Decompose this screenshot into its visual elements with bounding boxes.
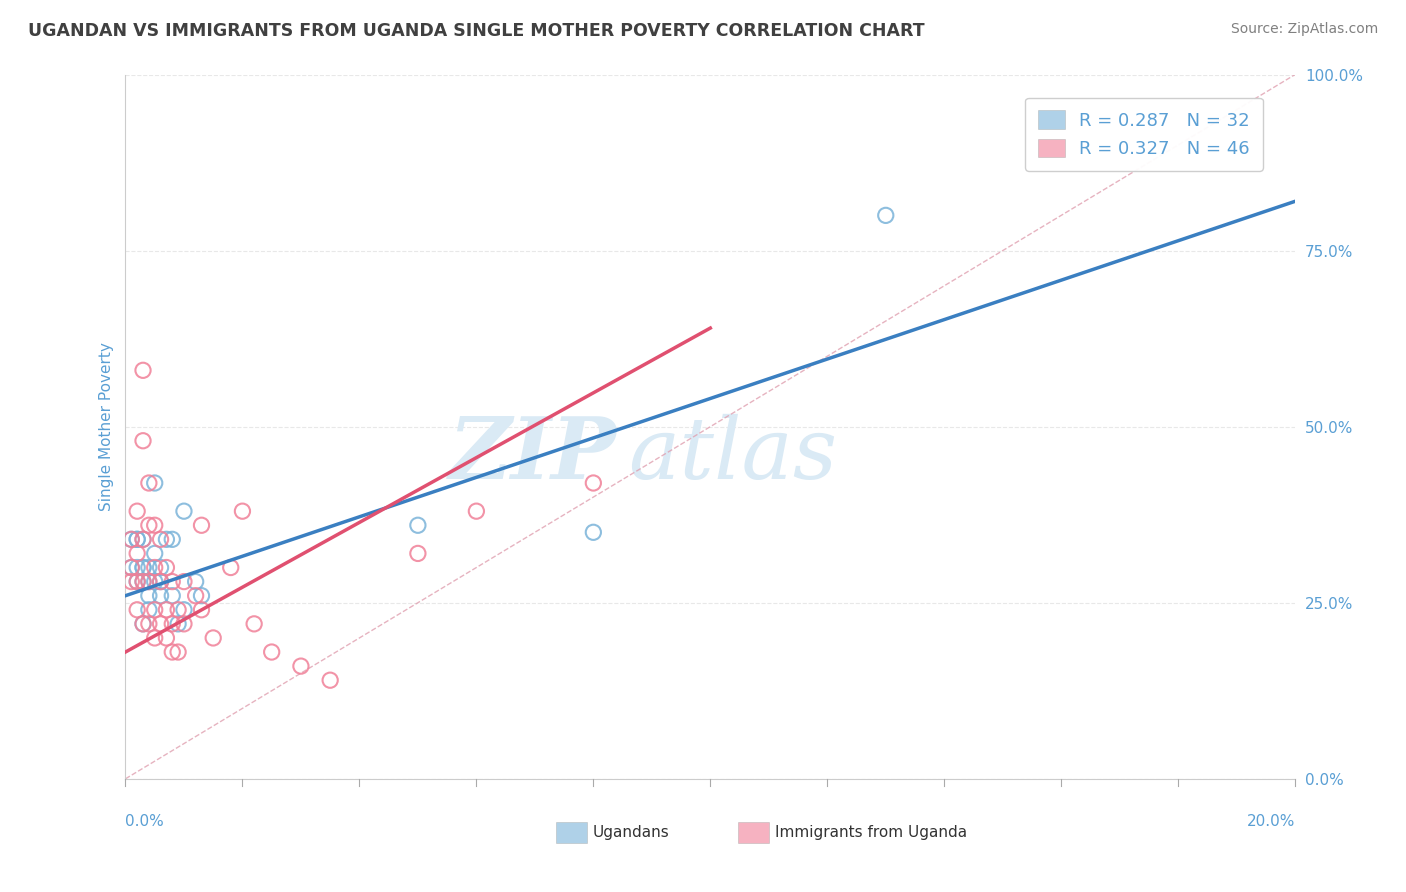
Point xyxy=(132,574,155,589)
Text: UGANDAN VS IMMIGRANTS FROM UGANDA SINGLE MOTHER POVERTY CORRELATION CHART: UGANDAN VS IMMIGRANTS FROM UGANDA SINGLE… xyxy=(28,22,925,40)
Point xyxy=(143,518,166,533)
Point xyxy=(173,574,195,589)
Point xyxy=(260,645,283,659)
Point xyxy=(155,560,177,574)
Point xyxy=(162,616,184,631)
Point xyxy=(406,546,429,560)
Point xyxy=(184,589,207,603)
Point xyxy=(127,574,149,589)
Point xyxy=(143,603,166,617)
Point xyxy=(319,673,342,688)
Point xyxy=(143,560,166,574)
Point xyxy=(132,616,155,631)
Point xyxy=(190,518,212,533)
Point xyxy=(127,546,149,560)
Point xyxy=(406,518,429,533)
Point xyxy=(149,560,172,574)
Point xyxy=(138,560,160,574)
Point xyxy=(120,560,142,574)
Point xyxy=(143,546,166,560)
Point xyxy=(132,434,155,448)
Point xyxy=(138,589,160,603)
Point xyxy=(167,603,190,617)
Point xyxy=(127,560,149,574)
Point xyxy=(162,574,184,589)
Point xyxy=(582,475,605,490)
Point xyxy=(155,631,177,645)
Point xyxy=(138,616,160,631)
Text: 0.0%: 0.0% xyxy=(125,814,165,830)
Text: Immigrants from Uganda: Immigrants from Uganda xyxy=(775,825,967,840)
Point xyxy=(138,518,160,533)
Text: Ugandans: Ugandans xyxy=(592,825,669,840)
Point xyxy=(173,504,195,518)
Point xyxy=(149,574,172,589)
Point xyxy=(167,616,190,631)
Point xyxy=(582,525,605,540)
Point xyxy=(132,533,155,547)
Point xyxy=(138,574,160,589)
Point xyxy=(290,659,312,673)
Point xyxy=(143,574,166,589)
Text: 20.0%: 20.0% xyxy=(1247,814,1295,830)
Point xyxy=(202,631,225,645)
Point xyxy=(190,589,212,603)
Y-axis label: Single Mother Poverty: Single Mother Poverty xyxy=(100,343,114,511)
Point xyxy=(132,363,155,377)
Legend: R = 0.287   N = 32, R = 0.327   N = 46: R = 0.287 N = 32, R = 0.327 N = 46 xyxy=(1025,97,1263,170)
Point xyxy=(465,504,488,518)
Point xyxy=(155,603,177,617)
Point xyxy=(149,589,172,603)
Point xyxy=(138,603,160,617)
Point xyxy=(219,560,242,574)
Point xyxy=(127,533,149,547)
Point xyxy=(120,560,142,574)
Point xyxy=(138,574,160,589)
Point xyxy=(132,574,155,589)
Point xyxy=(127,504,149,518)
Point xyxy=(162,533,184,547)
Point xyxy=(132,533,155,547)
Point xyxy=(173,616,195,631)
Point xyxy=(875,208,897,222)
Point xyxy=(167,645,190,659)
Point xyxy=(143,631,166,645)
Point xyxy=(231,504,253,518)
Point xyxy=(120,574,142,589)
Text: Source: ZipAtlas.com: Source: ZipAtlas.com xyxy=(1230,22,1378,37)
Point xyxy=(173,603,195,617)
Point xyxy=(132,616,155,631)
Point xyxy=(138,475,160,490)
Point xyxy=(162,645,184,659)
Text: ZIP: ZIP xyxy=(449,413,617,497)
Point xyxy=(127,533,149,547)
Point xyxy=(127,574,149,589)
Point xyxy=(149,533,172,547)
Point xyxy=(155,533,177,547)
Point xyxy=(162,589,184,603)
Point xyxy=(149,574,172,589)
Point xyxy=(184,574,207,589)
Point xyxy=(143,475,166,490)
Point xyxy=(190,603,212,617)
Point xyxy=(243,616,266,631)
Point xyxy=(132,560,155,574)
Point xyxy=(120,533,142,547)
Point xyxy=(127,603,149,617)
Text: atlas: atlas xyxy=(628,414,838,496)
Point xyxy=(120,533,142,547)
Point xyxy=(149,616,172,631)
Point xyxy=(132,560,155,574)
